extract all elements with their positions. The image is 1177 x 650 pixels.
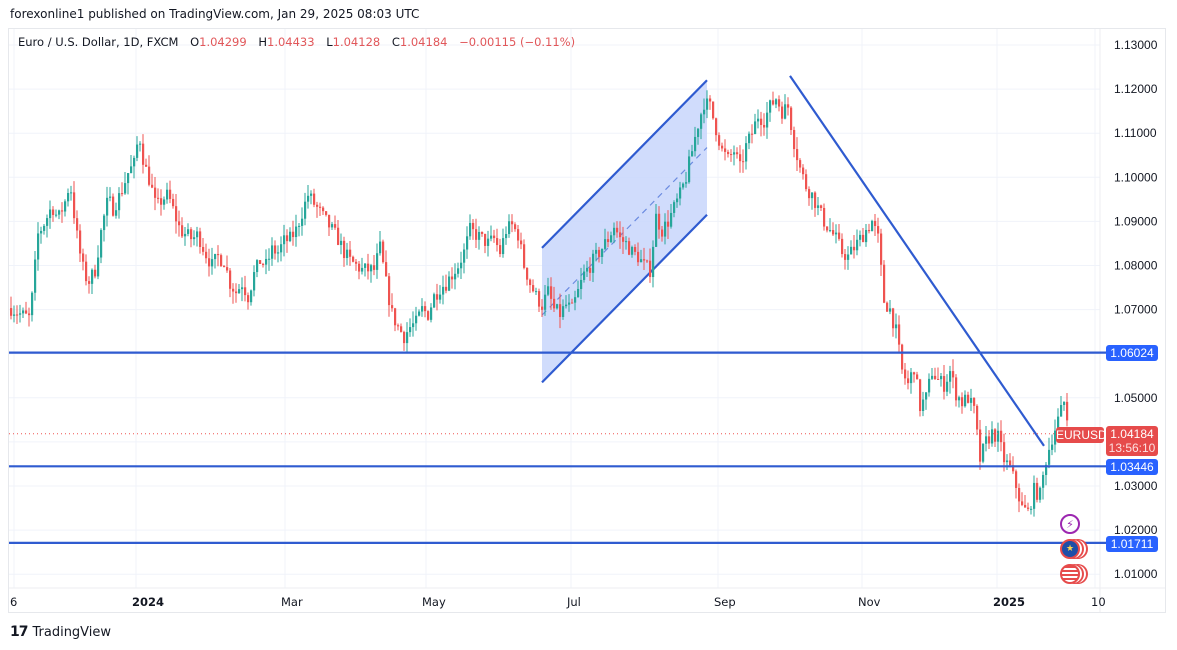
price-tick: 1.12000 [1114, 82, 1158, 96]
price-tick: 1.05000 [1114, 391, 1158, 405]
symbol-price-tag: EURUSD [1056, 427, 1107, 443]
time-tick: 10 [1091, 595, 1106, 609]
us-flag-event-icon[interactable] [1060, 564, 1080, 584]
low-label: L [326, 35, 333, 49]
time-tick: 6 [10, 595, 17, 609]
brand-name: TradingView [32, 624, 112, 640]
current-price-tag: 1.04184 13:56:10 [1106, 426, 1158, 456]
symbol-title: Euro / U.S. Dollar, 1D, FXCM [18, 35, 179, 49]
symbol-legend: Euro / U.S. Dollar, 1D, FXCM O1.04299 H1… [18, 35, 575, 49]
close-value: 1.04184 [399, 35, 448, 49]
chart-panel[interactable] [8, 28, 1166, 613]
level-tag-support[interactable]: 1.03446 [1106, 459, 1158, 475]
level-tag-support-low[interactable]: 1.01711 [1106, 536, 1158, 552]
time-tick: Sep [714, 595, 736, 609]
price-tick: 1.02000 [1114, 523, 1158, 537]
high-value: 1.04433 [267, 35, 315, 49]
parallel-channel[interactable] [541, 79, 708, 384]
price-tick: 1.13000 [1114, 38, 1158, 52]
level-tag-resistance[interactable]: 1.06024 [1106, 345, 1158, 361]
change-value: −0.00115 (−0.11%) [459, 35, 576, 49]
grid-lines [9, 29, 1165, 612]
price-axis[interactable]: 1.13000 1.12000 1.11000 1.10000 1.09000 1.080… [1114, 38, 1158, 581]
published-caption: forexonline1 published on TradingView.co… [10, 7, 420, 21]
candlesticks [10, 90, 1069, 517]
time-tick: Mar [281, 595, 303, 609]
time-tick: May [422, 595, 446, 609]
footer-brand[interactable]: 17 TradingView [10, 624, 111, 640]
time-axis[interactable]: 6 2024 Mar May Jul Sep Nov 2025 10 [10, 595, 1106, 609]
price-tick: 1.01000 [1114, 567, 1158, 581]
downtrend-line[interactable] [789, 75, 1045, 447]
price-tick: 1.09000 [1114, 214, 1158, 228]
price-tick: 1.08000 [1114, 259, 1158, 273]
high-label: H [258, 35, 267, 49]
eu-flag-event-icon[interactable]: ★ [1060, 539, 1080, 559]
close-label: C [391, 35, 400, 49]
price-tick: 1.10000 [1114, 170, 1158, 184]
price-tick: 1.07000 [1114, 303, 1158, 317]
lightning-event-icon[interactable]: ⚡ [1060, 514, 1080, 534]
drawn-lines[interactable] [9, 75, 1106, 544]
price-tick: 1.11000 [1114, 126, 1157, 140]
time-tick: 2025 [993, 595, 1025, 609]
price-tick: 1.03000 [1114, 479, 1158, 493]
open-label: O [190, 35, 200, 49]
current-price-value: 1.04184 [1110, 427, 1154, 441]
tradingview-logo-icon: 17 [10, 624, 29, 640]
low-value: 1.04128 [332, 35, 381, 49]
time-tick: 2024 [132, 595, 164, 609]
open-value: 1.04299 [199, 35, 247, 49]
time-tick: Nov [858, 595, 881, 609]
time-tick: Jul [566, 595, 581, 609]
bar-countdown: 13:56:10 [1108, 441, 1156, 455]
